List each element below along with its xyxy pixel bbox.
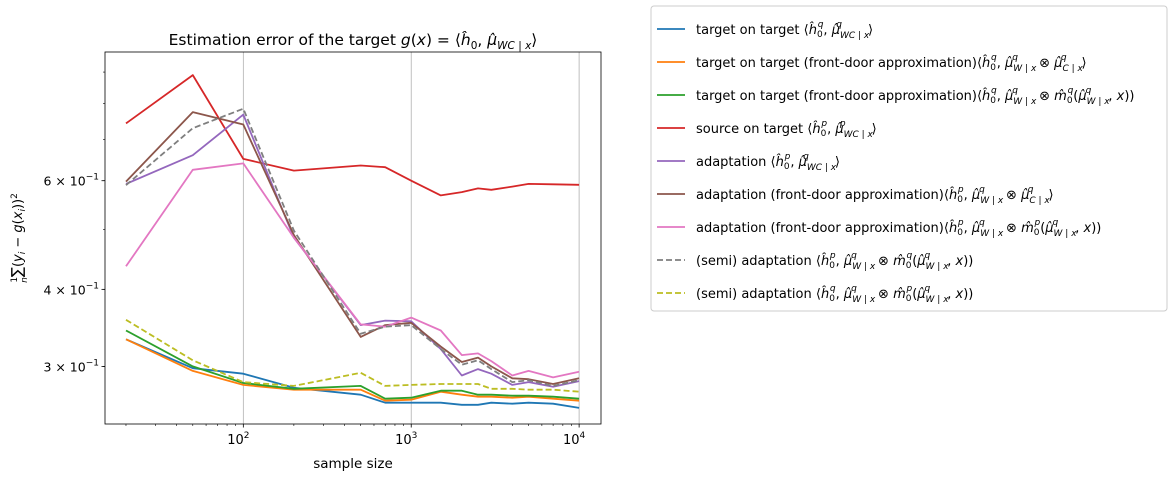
legend-label-4: source on target ⟨ĥ0p, μ̂WC | xp ⟩ [696, 119, 877, 140]
x-tick-label: 104 [563, 431, 586, 448]
x-tick-label: 102 [227, 431, 249, 448]
plot-background [105, 52, 601, 424]
y-tick-label: 3 × 10−1 [43, 358, 99, 374]
legend-label-8: (semi) adaptation ⟨ĥ0p, μ̂W | xq ⊗ m̂0q(… [696, 251, 973, 272]
series-lines [125, 74, 580, 409]
legend-label-1: target on target ⟨ĥ0q, μ̂WC | xq ⟩ [696, 20, 873, 41]
series-line-8 [125, 107, 580, 387]
series-line-9 [125, 319, 580, 393]
legend-frame [650, 5, 1168, 312]
legend-label-3: target on target (front-door approximati… [696, 86, 1134, 107]
legend-label-6: adaptation (front-door approximation)⟨ĥ0… [696, 185, 1054, 206]
y-tick-label: 6 × 10−1 [43, 173, 99, 189]
x-axis: 102 103 104 [125, 424, 586, 448]
series-line-6 [125, 111, 580, 385]
legend-label-5: adaptation ⟨ĥ0p, μ̂WC | xq ⟩ [696, 152, 840, 173]
y-axis-label: 1n∑(yi − g(xi))2 [8, 193, 30, 283]
legend: target on target ⟨ĥ0q, μ̂WC | xq ⟩ target… [650, 5, 1168, 312]
x-axis-label: sample size [313, 456, 393, 472]
series-line-2 [125, 338, 580, 402]
y-axis: 3 × 10−1 4 × 10−1 6 × 10−1 [43, 71, 105, 374]
series-line-1 [125, 338, 580, 409]
plot-area [104, 51, 602, 425]
legend-label-2: target on target (front-door approximati… [696, 53, 1087, 74]
plot-frame [104, 51, 602, 425]
legend-label-9: (semi) adaptation ⟨ĥ0q, μ̂W | xq ⊗ m̂0p(… [696, 284, 973, 305]
series-line-7 [125, 162, 580, 379]
series-line-3 [125, 329, 580, 400]
y-tick-label: 4 × 10−1 [43, 281, 99, 297]
x-tick-label: 103 [395, 431, 417, 448]
chart-title: Estimation error of the target g(x) = ⟨ĥ… [169, 30, 538, 52]
legend-label-7: adaptation (front-door approximation)⟨ĥ0… [696, 218, 1101, 239]
